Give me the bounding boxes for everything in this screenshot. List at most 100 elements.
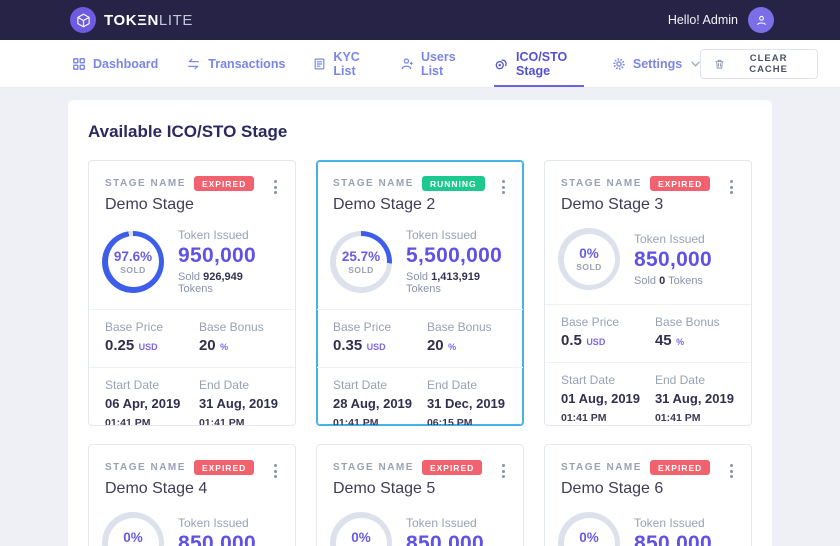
end-time-value: 01:41 PM <box>198 416 245 426</box>
clear-cache-button[interactable]: CLEAR CACHE <box>700 48 818 79</box>
nav-label: Settings <box>632 56 683 71</box>
token-issued-label: Token Issued <box>178 515 249 530</box>
sold-tokens-line: Sold 0 Tokens <box>634 275 712 287</box>
nav-item-kyc-list[interactable]: KYC List <box>313 40 372 87</box>
nav-item-dashboard[interactable]: Dashboard <box>72 40 158 87</box>
start-date-value: 06 Apr, 2019 01:41 PM <box>105 395 199 425</box>
end-date-value: 31 Dec, 2019 06:15 PM <box>426 395 507 426</box>
end-date-label: End Date <box>426 378 477 392</box>
stage-title: Demo Stage 3 <box>561 196 664 213</box>
end-date-value: 31 Aug, 2019 01:41 PM <box>654 391 734 424</box>
tokens-suffix: Tokens <box>668 274 703 287</box>
base-bonus-value: 20 % <box>198 337 229 354</box>
end-date-value: 31 Aug, 2019 01:41 PM <box>198 395 279 426</box>
stage-title: Demo Stage 4 <box>105 480 208 497</box>
kebab-menu-icon[interactable] <box>724 176 739 198</box>
nav-label: KYC List <box>333 49 360 78</box>
sold-label: SOLD <box>120 264 146 275</box>
stage-name-label: STAGE NAME <box>333 462 414 473</box>
gear-icon <box>612 57 626 71</box>
sold-prefix: Sold <box>406 271 429 283</box>
tokens-suffix: Tokens <box>178 283 213 295</box>
sold-percent: 0% <box>579 530 599 545</box>
base-price-unit: USD <box>138 342 158 352</box>
sold-label: SOLD <box>576 262 602 272</box>
sold-percent: 0% <box>579 246 599 261</box>
sold-percent: 97.6% <box>113 248 153 264</box>
stage-card: STAGE NAME EXPIRED Demo Stage 97.6% SOLD… <box>88 160 296 426</box>
sold-donut: 0% SOLD <box>102 512 164 546</box>
base-bonus-value: 45 % <box>654 332 685 349</box>
start-time-value: 01:41 PM <box>333 416 379 426</box>
kebab-menu-icon[interactable] <box>724 460 739 482</box>
kebab-menu-icon[interactable] <box>268 460 283 482</box>
stage-card: STAGE NAME EXPIRED Demo Stage 4 0% SOLD … <box>88 444 296 546</box>
stage-title: Demo Stage <box>105 196 194 213</box>
trash-icon <box>714 58 725 70</box>
sold-percent: 25.7% <box>341 248 381 264</box>
sold-tokens-line: Sold 1,413,919 Tokens <box>406 271 507 295</box>
stage-title: Demo Stage 5 <box>333 480 436 497</box>
sold-percent: 0% <box>351 530 371 545</box>
users-icon <box>400 57 414 71</box>
token-issued-label: Token Issued <box>634 231 705 246</box>
nav-label: Users List <box>420 49 456 78</box>
status-badge: EXPIRED <box>193 460 255 475</box>
stage-title: Demo Stage 2 <box>333 196 436 213</box>
start-date-label: Start Date <box>333 378 388 392</box>
tokenlite-logo-icon <box>70 7 96 33</box>
start-time-value: 01:41 PM <box>561 411 607 424</box>
start-date-label: Start Date <box>105 378 160 392</box>
base-price-value: 0.35 USD <box>333 337 386 354</box>
base-bonus-label: Base Bonus <box>198 320 264 334</box>
sold-donut: 0% SOLD <box>558 512 620 546</box>
nav-item-transactions[interactable]: Transactions <box>186 40 285 87</box>
nav-label: Dashboard <box>93 56 159 71</box>
stage-name-label: STAGE NAME <box>105 462 186 473</box>
end-date-label: End Date <box>654 373 705 387</box>
base-price-label: Base Price <box>333 320 392 334</box>
base-price-value: 0.5 USD <box>561 332 606 349</box>
kebab-menu-icon[interactable] <box>496 176 511 198</box>
stage-name-label: STAGE NAME <box>105 178 186 189</box>
end-date-label: End Date <box>198 378 249 392</box>
stage-grid: STAGE NAME EXPIRED Demo Stage 97.6% SOLD… <box>88 160 752 546</box>
page-title: Available ICO/STO Stage <box>88 122 288 141</box>
token-issued-label: Token Issued <box>406 515 477 530</box>
status-badge: EXPIRED <box>193 176 255 191</box>
base-bonus-label: Base Bonus <box>426 320 492 334</box>
kebab-menu-icon[interactable] <box>268 176 283 198</box>
brand-logo[interactable]: TOKΞNLITE <box>70 7 193 33</box>
main-nav: Dashboard Transactions KYC List <box>0 40 840 88</box>
sold-tokens-value: 926,949 <box>203 271 243 283</box>
sold-donut: 0% SOLD <box>558 228 620 290</box>
sold-tokens-line: Sold 926,949 Tokens <box>178 271 279 295</box>
brand-text: TOKΞNLITE <box>104 11 193 29</box>
sold-prefix: Sold <box>634 274 657 287</box>
kebab-menu-icon[interactable] <box>496 460 511 482</box>
token-issued-label: Token Issued <box>178 228 249 242</box>
user-avatar[interactable] <box>748 7 774 33</box>
base-price-label: Base Price <box>561 315 620 329</box>
base-price-unit: USD <box>366 342 386 352</box>
nav-item-settings[interactable]: Settings <box>612 40 701 87</box>
content-panel: Available ICO/STO Stage STAGE NAME EXPIR… <box>68 100 772 546</box>
token-issued-label: Token Issued <box>634 515 705 530</box>
nav-item-users-list[interactable]: Users List <box>400 40 466 87</box>
stage-title: Demo Stage 6 <box>561 480 664 497</box>
base-price-value: 0.25 USD <box>105 337 158 354</box>
greeting-text: Hello! Admin <box>667 13 738 27</box>
sold-percent: 0% <box>123 530 143 545</box>
end-time-value: 06:15 PM <box>426 416 473 426</box>
sold-donut: 97.6% SOLD <box>102 230 164 293</box>
nav-item-ico-sto-stage[interactable]: ICO/STO Stage <box>494 40 584 87</box>
start-date-value: 01 Aug, 2019 01:41 PM <box>561 391 641 424</box>
start-date-value: 28 Aug, 2019 01:41 PM <box>333 395 427 426</box>
start-date-label: Start Date <box>561 373 616 387</box>
sold-tokens-value: 0 <box>659 274 666 287</box>
token-issued-value: 850,000 <box>406 531 485 546</box>
base-bonus-unit: % <box>676 337 685 347</box>
tokens-suffix: Tokens <box>406 283 441 295</box>
token-issued-value: 950,000 <box>178 244 257 267</box>
base-price-label: Base Price <box>105 320 164 334</box>
